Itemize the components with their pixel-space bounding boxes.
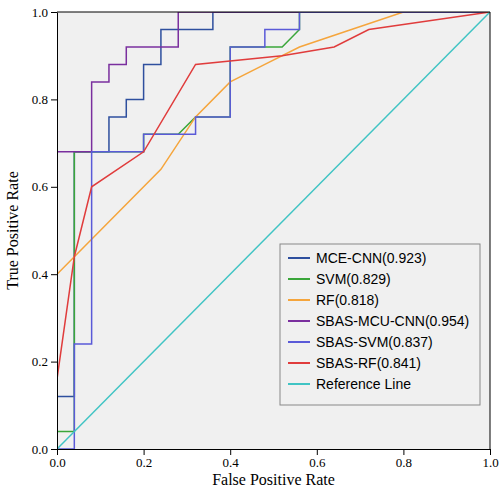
y-axis: 0.0 0.2 0.4 0.6 0.8 1.0 [32, 5, 58, 457]
tick-label: 1.0 [32, 5, 48, 20]
legend-box [280, 244, 480, 405]
tick: 1.0 [32, 5, 57, 20]
tick-mark [51, 274, 57, 275]
tick-label: 0.4 [32, 267, 49, 282]
lines [57, 12, 490, 449]
tick-label: 0.4 [223, 455, 240, 470]
tick: 1.0 [482, 449, 498, 470]
tick-label: 0.8 [32, 92, 48, 107]
tick-mark [403, 449, 404, 455]
legend-label: SBAS-SVM(0.837) [316, 334, 433, 350]
tick-label: 0.8 [396, 455, 412, 470]
tick-mark [317, 449, 318, 455]
tick-label: 0.2 [136, 455, 152, 470]
tick: 0.4 [223, 449, 240, 470]
tick-mark [51, 362, 57, 363]
legend-swatch [288, 341, 310, 343]
roc-line [57, 12, 490, 449]
legend-label: Reference Line [316, 376, 411, 392]
plot: 0.0 0.2 0.4 0.6 0.8 1.0 0.0 0.2 0.4 0.6 0.8 1.0 MCE-… [32, 5, 499, 471]
x-axis: 0.0 0.2 0.4 0.6 0.8 1.0 [49, 449, 498, 470]
tick-mark [57, 449, 58, 455]
roc-line [57, 12, 490, 449]
legend-label: SVM(0.829) [316, 271, 391, 287]
tick-mark [230, 449, 231, 455]
tick-label: 0.2 [32, 354, 48, 369]
roc-line [57, 12, 490, 449]
axis-line [58, 449, 491, 450]
axis-line [57, 13, 58, 450]
legend-swatch [288, 278, 310, 280]
chart: 0.0 0.2 0.4 0.6 0.8 1.0 0.0 0.2 0.4 0.6 0.8 1.0 MCE-… [0, 0, 500, 493]
tick-label: 0.0 [32, 442, 48, 457]
tick: 0.4 [32, 267, 57, 282]
roc-line [57, 12, 490, 449]
plot-background [57, 12, 490, 449]
tick-label: 0.0 [49, 455, 65, 470]
tick: 0.8 [32, 92, 57, 107]
legend-swatch [288, 383, 310, 385]
legend-swatch [288, 362, 310, 364]
legend-label: RF(0.818) [316, 292, 379, 308]
tick-label: 0.6 [309, 455, 326, 470]
tick-mark [490, 449, 491, 455]
legend-swatch [288, 299, 310, 301]
tick: 0.6 [309, 449, 326, 470]
x-axis-title: False Positive Rate [212, 471, 335, 488]
roc-line [57, 12, 490, 449]
legend-swatch [288, 320, 310, 322]
legend-label: MCE-CNN(0.923) [316, 250, 426, 266]
tick-mark [51, 449, 57, 450]
legend-label: SBAS-MCU-CNN(0.954) [316, 313, 469, 329]
legend-label: SBAS-RF(0.841) [316, 355, 421, 371]
tick: 0.8 [396, 449, 412, 470]
tick-mark [144, 449, 145, 455]
roc-line [57, 12, 490, 449]
tick: 0.6 [32, 179, 57, 194]
tick-mark [51, 12, 57, 13]
tick-mark [51, 187, 57, 188]
legend: MCE-CNN(0.923) SVM(0.829) RF(0.818) SBAS-MC… [280, 244, 480, 405]
frame [57, 12, 490, 13]
y-axis-title: True Positive Rate [4, 171, 21, 290]
tick: 0.2 [136, 449, 152, 470]
frame [490, 12, 491, 449]
tick-label: 1.0 [482, 455, 498, 470]
tick: 0.0 [32, 442, 57, 457]
tick-label: 0.6 [32, 179, 49, 194]
roc-line [57, 12, 490, 449]
tick: 0.0 [49, 449, 65, 470]
legend-swatch [288, 257, 310, 259]
tick: 0.2 [32, 354, 57, 369]
tick-mark [51, 99, 57, 100]
